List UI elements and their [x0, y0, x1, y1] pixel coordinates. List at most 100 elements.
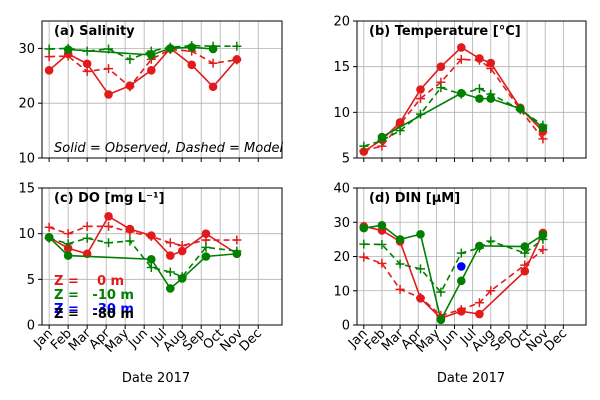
data-point-model: [538, 134, 548, 144]
data-point-model: [82, 221, 92, 231]
data-point-model: [177, 241, 187, 251]
data-point-observed: [44, 66, 54, 75]
data-point-model: [377, 136, 387, 146]
data-point-model: [359, 239, 369, 249]
data-point-observed: [208, 82, 218, 92]
depth-legend-30m: Z = -30 m: [54, 302, 134, 317]
data-point-model: [177, 272, 187, 282]
y-tick-label: 15: [333, 60, 350, 75]
plot-frame: [356, 20, 587, 159]
data-point-observed: [359, 223, 369, 233]
series-line-observed: [363, 46, 544, 153]
y-tick-label: 20: [333, 15, 350, 30]
data-point-model: [82, 46, 92, 56]
data-point-observed: [63, 243, 73, 253]
data-point-model: [104, 238, 114, 248]
data-point-observed: [104, 90, 113, 99]
series-line-model: [363, 249, 544, 317]
y-tick-label: 5: [27, 273, 35, 288]
data-point-model: [187, 41, 197, 51]
data-point-model: [104, 221, 114, 231]
data-point-model: [474, 55, 484, 65]
data-point-model: [395, 126, 405, 136]
data-point-observed: [63, 251, 73, 260]
data-point-model: [538, 234, 548, 244]
depth-legend-10m: Z = -10 m: [54, 288, 134, 303]
data-point-model: [208, 58, 218, 68]
data-point-model: [395, 284, 405, 294]
depth-legend-0m: Z = 0 m: [54, 274, 124, 289]
data-point-model: [165, 267, 175, 277]
data-point-model: [359, 252, 369, 262]
data-point-model: [63, 229, 73, 239]
panel-title: (a) Salinity: [54, 24, 135, 39]
data-point-model: [486, 286, 496, 296]
data-point-observed: [177, 246, 187, 256]
data-point-model: [415, 94, 425, 104]
data-point-observed: [456, 276, 466, 286]
data-point-model: [165, 42, 175, 52]
data-point-model: [125, 54, 135, 64]
data-point-model: [125, 82, 135, 92]
data-point-model: [436, 287, 446, 297]
data-point-model: [146, 262, 156, 272]
data-point-model: [520, 260, 530, 270]
y-tick-label: 0: [342, 319, 350, 334]
panel-temperature: 5 10 15 20 (b) Temperature [°C]: [333, 15, 587, 167]
data-point-observed: [486, 58, 496, 68]
data-point-observed: [436, 315, 446, 325]
data-point-model: [165, 238, 175, 248]
data-point-observed: [436, 62, 446, 71]
data-point-observed: [475, 309, 484, 319]
series-line-model: [363, 58, 544, 152]
panel-din: 010203040JanFebMarAprMayJunJulAugSepOctN…: [333, 182, 587, 356]
data-point-observed: [486, 94, 496, 103]
data-point-model: [486, 89, 496, 99]
data-point-model: [520, 248, 530, 258]
data-point-model: [377, 240, 387, 250]
data-point-observed: [475, 94, 484, 103]
data-point-model: [146, 231, 156, 241]
data-point-model: [63, 239, 73, 249]
panel-title: (b) Temperature [°C]: [369, 24, 521, 39]
data-point-observed: [187, 60, 197, 70]
data-point-model: [44, 222, 54, 232]
data-point-model: [515, 105, 525, 115]
data-point-model: [474, 84, 484, 94]
y-tick-label: 0: [27, 319, 35, 334]
data-point-model: [44, 233, 54, 243]
data-point-model: [125, 227, 135, 237]
data-point-model: [208, 41, 218, 51]
series-line-model: [48, 225, 237, 247]
data-point-observed: [416, 229, 425, 239]
y-tick-label: 10: [18, 152, 35, 167]
depth-legend-80m: Z = -80 m: [54, 307, 134, 322]
data-point-observed: [201, 229, 211, 238]
y-tick-label: 40: [333, 182, 350, 197]
series-line-observed: [363, 225, 544, 320]
plot-frame: [41, 187, 283, 326]
data-point-observed: [520, 242, 530, 251]
series-line-model: [49, 48, 237, 88]
data-point-model: [474, 243, 484, 253]
data-point-model: [82, 66, 92, 76]
data-point-model: [415, 109, 425, 119]
data-point-model: [125, 236, 135, 246]
data-point-model: [232, 41, 242, 51]
data-point-observed: [456, 262, 466, 271]
series-line-model: [49, 44, 237, 61]
data-point-model: [538, 120, 548, 130]
data-point-model: [456, 248, 466, 258]
data-point-model: [486, 63, 496, 73]
plot-frame: [41, 20, 283, 159]
y-tick-label: 20: [333, 250, 350, 265]
data-point-observed: [377, 221, 387, 230]
legend-note: Solid = Observed, Dashed = Model: [54, 141, 283, 156]
data-point-model: [377, 258, 387, 268]
depth-legend: Z = 0 m Z = -10 m Z = -30 m Z = -80 m: [54, 274, 134, 322]
data-point-model: [44, 44, 54, 54]
data-point-model: [82, 233, 92, 243]
series-line-model: [363, 238, 544, 294]
data-point-model: [104, 64, 114, 74]
